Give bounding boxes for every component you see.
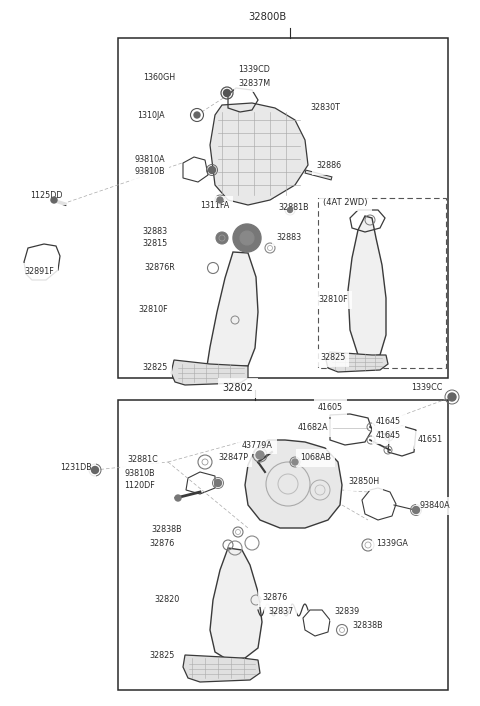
Circle shape	[448, 393, 456, 401]
Text: 32825: 32825	[150, 650, 175, 659]
Text: 1339GA: 1339GA	[376, 539, 408, 549]
Polygon shape	[348, 216, 386, 356]
Text: 32810F: 32810F	[138, 306, 168, 314]
Circle shape	[194, 112, 200, 118]
Text: 32876R: 32876R	[144, 263, 175, 273]
Text: 32815: 32815	[143, 239, 168, 249]
Text: 32838B: 32838B	[352, 621, 383, 630]
Text: 32847P: 32847P	[218, 453, 248, 462]
Text: 32820: 32820	[155, 595, 180, 604]
Circle shape	[224, 90, 230, 97]
Text: 32891F: 32891F	[24, 268, 54, 277]
Polygon shape	[210, 103, 308, 205]
Text: (4AT 2WD): (4AT 2WD)	[323, 198, 368, 206]
Text: 32810F: 32810F	[318, 296, 348, 304]
Circle shape	[292, 459, 298, 465]
Polygon shape	[210, 548, 262, 660]
Text: 1068AB: 1068AB	[300, 453, 331, 462]
Text: 1125DD: 1125DD	[30, 191, 62, 201]
Text: 41682A: 41682A	[298, 424, 329, 433]
Text: 32881B: 32881B	[278, 203, 309, 212]
Polygon shape	[207, 252, 258, 366]
Text: 1339CD: 1339CD	[238, 66, 270, 75]
Polygon shape	[245, 440, 342, 528]
Circle shape	[240, 231, 254, 245]
Circle shape	[216, 232, 228, 244]
Text: 41651: 41651	[418, 436, 443, 445]
Text: 32837: 32837	[268, 607, 293, 616]
Text: 32837M: 32837M	[238, 78, 270, 88]
Polygon shape	[171, 360, 248, 385]
Circle shape	[175, 495, 181, 501]
Text: 32876: 32876	[150, 539, 175, 549]
Text: 41605: 41605	[318, 404, 343, 412]
Text: 32825: 32825	[320, 354, 346, 362]
Text: 1339CC: 1339CC	[412, 383, 443, 393]
Polygon shape	[183, 655, 260, 682]
Text: 43779A: 43779A	[242, 441, 273, 450]
Text: 1120DF: 1120DF	[124, 481, 155, 491]
Polygon shape	[326, 352, 388, 372]
Text: 32839: 32839	[334, 607, 359, 616]
Text: 32830T: 32830T	[310, 104, 340, 112]
Text: 1231DB: 1231DB	[60, 464, 92, 472]
Text: 41645: 41645	[376, 417, 401, 426]
Circle shape	[217, 197, 223, 203]
Text: 32850H: 32850H	[348, 477, 379, 486]
Text: 32825: 32825	[143, 364, 168, 373]
Circle shape	[256, 451, 264, 459]
Text: 41645: 41645	[376, 431, 401, 440]
Text: 93810B: 93810B	[124, 469, 155, 477]
Text: 1360GH: 1360GH	[143, 73, 175, 81]
Text: 32802: 32802	[223, 383, 253, 393]
Circle shape	[51, 197, 57, 203]
Text: 1310JA: 1310JA	[137, 111, 165, 119]
Circle shape	[92, 467, 98, 474]
Text: 32876: 32876	[262, 594, 287, 602]
Text: 93810B: 93810B	[134, 167, 165, 176]
Text: 93810A: 93810A	[134, 155, 165, 164]
Text: 1311FA: 1311FA	[200, 201, 229, 210]
Text: 93840A: 93840A	[420, 501, 451, 510]
Text: 32838B: 32838B	[151, 525, 182, 534]
Text: 32886: 32886	[316, 162, 341, 171]
Circle shape	[288, 208, 292, 213]
Text: 32881C: 32881C	[127, 455, 158, 465]
Text: 32800B: 32800B	[248, 12, 286, 22]
Circle shape	[208, 167, 216, 174]
Circle shape	[233, 224, 261, 252]
Text: 32883: 32883	[276, 232, 301, 241]
Circle shape	[215, 479, 221, 486]
Text: 32883: 32883	[143, 227, 168, 237]
Circle shape	[412, 506, 420, 513]
